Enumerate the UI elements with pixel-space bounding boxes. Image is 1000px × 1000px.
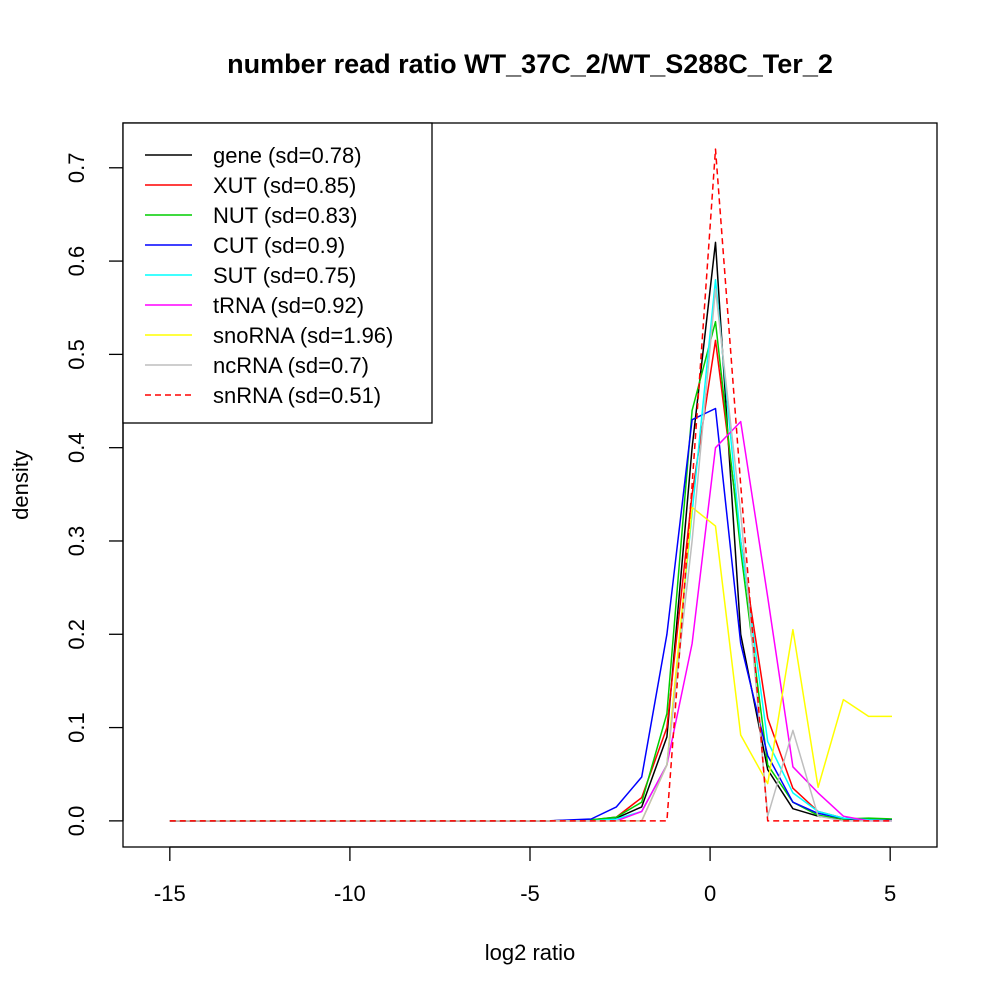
- legend-label-gene: gene (sd=0.78): [213, 143, 362, 168]
- x-tick-label: 5: [884, 881, 896, 906]
- series-line-nut: [169, 320, 893, 822]
- x-tick-label: -15: [154, 881, 186, 906]
- y-tick-label: 0.0: [64, 806, 89, 837]
- chart-title: number read ratio WT_37C_2/WT_S288C_Ter_…: [227, 49, 833, 79]
- y-tick-label: 0.6: [64, 246, 89, 277]
- legend-label-snorna: snoRNA (sd=1.96): [213, 323, 393, 348]
- x-tick-label: 0: [704, 881, 716, 906]
- legend-label-trna: tRNA (sd=0.92): [213, 293, 364, 318]
- x-axis: -15 -10 -5 0 5: [154, 846, 896, 906]
- y-axis: 0.0 0.1 0.2 0.3 0.4 0.5 0.6 0.7: [64, 153, 124, 837]
- x-tick-label: -10: [334, 881, 366, 906]
- legend: gene (sd=0.78) XUT (sd=0.85) NUT (sd=0.83)…: [122, 122, 433, 424]
- legend-label-xut: XUT (sd=0.85): [213, 173, 356, 198]
- y-tick-label: 0.3: [64, 526, 89, 557]
- legend-label-sut: SUT (sd=0.75): [213, 263, 356, 288]
- x-tick-label: -5: [520, 881, 540, 906]
- legend-label-ncrna: ncRNA (sd=0.7): [213, 353, 369, 378]
- y-axis-label: density: [8, 450, 33, 520]
- legend-label-nut: NUT (sd=0.83): [213, 203, 357, 228]
- y-tick-label: 0.4: [64, 432, 89, 463]
- series-line-snrna: [169, 148, 892, 822]
- series-line-ncrna: [169, 288, 892, 822]
- y-tick-label: 0.2: [64, 619, 89, 650]
- y-tick-label: 0.1: [64, 712, 89, 743]
- legend-label-snrna: snRNA (sd=0.51): [213, 383, 381, 408]
- x-axis-label: log2 ratio: [485, 940, 576, 965]
- legend-label-cut: CUT (sd=0.9): [213, 233, 345, 258]
- y-tick-label: 0.5: [64, 339, 89, 370]
- legend-box: [122, 122, 433, 424]
- series-line-cut: [169, 407, 893, 822]
- y-tick-label: 0.7: [64, 153, 89, 184]
- series-layer: [169, 148, 893, 822]
